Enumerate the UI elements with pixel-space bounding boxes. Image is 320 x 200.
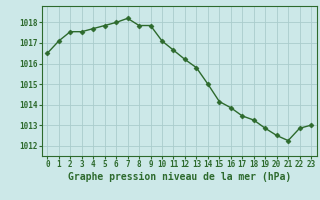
X-axis label: Graphe pression niveau de la mer (hPa): Graphe pression niveau de la mer (hPa) (68, 172, 291, 182)
